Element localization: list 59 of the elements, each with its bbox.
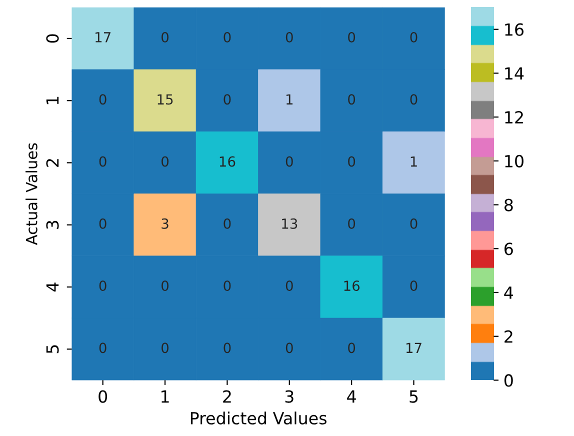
y-tick-label: 4 — [46, 282, 59, 292]
y-tick-label: 1 — [46, 96, 59, 104]
x-tick-label: 4 — [347, 390, 356, 403]
color-bar-label: 12 — [505, 111, 523, 124]
y-axis-title: Actual Values — [26, 143, 38, 245]
color-bar-label: 6 — [504, 242, 513, 256]
x-tick-label: 3 — [285, 390, 294, 403]
color-bar-label: 0 — [504, 374, 513, 387]
x-tick-label: 1 — [162, 390, 169, 403]
data-label: 0 — [286, 32, 293, 43]
data-label: 0 — [410, 280, 418, 292]
y-tick-label: 3 — [46, 220, 59, 229]
data-label: 0 — [99, 218, 106, 229]
data-label: 0 — [224, 32, 231, 43]
x-tick-label: 0 — [98, 390, 108, 403]
data-label: 0 — [224, 218, 231, 229]
color-bar-label: 10 — [505, 154, 524, 168]
data-label: 0 — [348, 94, 356, 105]
data-label: 0 — [162, 32, 169, 43]
data-label: 0 — [99, 156, 106, 167]
data-label: 17 — [96, 32, 110, 42]
data-label: 16 — [344, 280, 360, 292]
data-label: 0 — [99, 94, 106, 105]
data-label: 0 — [286, 156, 293, 167]
data-label: 17 — [406, 342, 422, 353]
data-label: 0 — [99, 342, 106, 354]
data-label: 0 — [286, 280, 293, 292]
color-bar-label: 8 — [504, 198, 513, 212]
data-label: 15 — [158, 94, 173, 105]
data-label: 0 — [224, 342, 231, 354]
y-tick-label: 2 — [46, 159, 59, 167]
x-tick-label: 5 — [410, 390, 418, 403]
data-label: 0 — [224, 280, 231, 292]
data-label: 0 — [410, 218, 418, 229]
data-label: 0 — [286, 342, 293, 354]
data-label: 0 — [410, 32, 418, 43]
data-label: 0 — [348, 342, 356, 354]
data-label: 0 — [224, 94, 231, 105]
data-label: 0 — [348, 218, 356, 229]
color-bar-label: 14 — [505, 67, 524, 80]
data-label: 0 — [348, 156, 356, 167]
color-bar-label: 4 — [504, 286, 514, 299]
x-tick-label: 2 — [223, 390, 231, 403]
data-label: 0 — [99, 280, 106, 292]
data-label: 0 — [162, 280, 169, 292]
y-tick-label: 5 — [46, 345, 59, 354]
data-label: 0 — [348, 32, 356, 43]
y-tick-label: 0 — [46, 34, 59, 43]
data-label: 3 — [162, 218, 168, 229]
color-bar-label: 16 — [505, 23, 524, 36]
x-axis-title: Predicted Values — [190, 412, 326, 424]
data-label: 0 — [410, 94, 418, 105]
color-bar-label: 2 — [504, 330, 512, 343]
data-label: 0 — [162, 156, 169, 167]
data-label: 16 — [220, 156, 236, 167]
data-label: 1 — [410, 156, 417, 167]
data-label: 1 — [286, 94, 293, 104]
data-label: 13 — [282, 218, 298, 229]
data-label: 0 — [162, 342, 169, 354]
